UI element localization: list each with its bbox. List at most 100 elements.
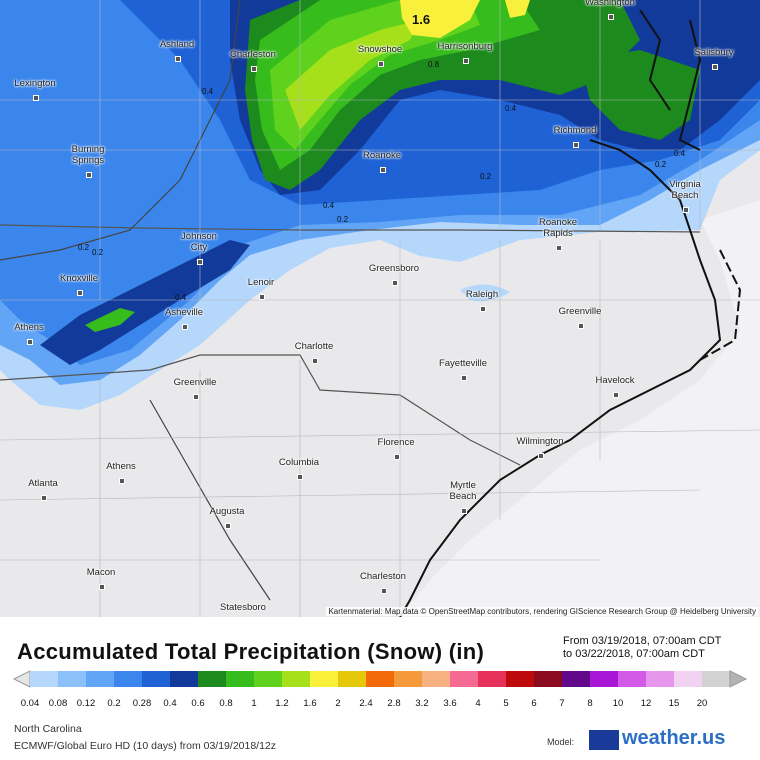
city-marker [41,495,47,501]
city-label: Johnson City [181,231,217,253]
city-marker [99,584,105,590]
city-marker [381,588,387,594]
scale-swatch [422,671,451,687]
city-label: Ashland [159,39,195,50]
city-marker [312,358,318,364]
city-marker [193,394,199,400]
city-label: Knoxville [59,273,99,284]
city-marker [175,56,181,62]
contour-label: 0.4 [674,149,686,158]
city-marker [463,58,469,64]
city-label: Salisbury [694,47,734,58]
city-label: Greensboro [368,263,420,274]
contour-label: 0.4 [323,201,335,210]
precipitation-map: Ashland Charleston Snowshoe Harrisonburg Was… [0,0,760,617]
city-label: Augusta [209,506,245,517]
scale-swatch [254,671,283,687]
scale-tick-label: 6 [531,698,537,709]
model-label: Model: [547,737,575,747]
scale-tick-label: 2.4 [359,698,373,709]
scale-swatch [646,671,675,687]
scale-tick-label: 8 [587,698,593,709]
city-label: Atlanta [28,478,58,489]
contour-label: 0.2 [78,243,90,252]
map-attribution: Kartenmaterial: Map data © OpenStreetMap… [326,607,758,616]
city-label: Greenville [558,306,602,317]
city-label: Athens [106,461,136,472]
contour-label: 0.2 [480,172,492,181]
scale-tick-label: 0.8 [219,698,233,709]
scale-swatch [702,671,731,687]
city-marker [33,95,39,101]
scale-swatch [366,671,395,687]
city-label: Wilmington [516,436,564,447]
city-label: Havelock [595,375,635,386]
date-range: From 03/19/2018, 07:00am CDT to 03/22/20… [563,635,721,661]
city-marker [712,64,718,70]
scale-tick-label: 0.08 [48,698,68,709]
city-label: Raleigh [465,289,499,300]
scale-swatch [282,671,311,687]
scale-tick-label: 0.6 [191,698,205,709]
scale-swatch [58,671,87,687]
city-marker [27,339,33,345]
scale-swatch [506,671,535,687]
city-label: Richmond [553,125,597,136]
city-marker [461,508,467,514]
scale-tick-label: 2 [335,698,341,709]
city-label: Virginia Beach [669,179,701,201]
city-label: Charleston [360,571,406,582]
city-marker [613,392,619,398]
contour-label: 0.4 [175,293,187,302]
city-label: Macon [86,567,116,578]
scale-tick-label: 7 [559,698,565,709]
scale-swatch [450,671,479,687]
scale-tick-label: 15 [668,698,680,709]
contour-label: 0.2 [337,215,349,224]
scale-swatch [478,671,507,687]
scale-tick-label: 5 [503,698,509,709]
city-label: Charlotte [294,341,334,352]
city-marker [394,454,400,460]
city-label: Lenoir [247,277,275,288]
scale-swatch [534,671,563,687]
scale-tick-label: 4 [475,698,481,709]
scale-tick-label: 1 [251,698,257,709]
scale-swatch [674,671,703,687]
city-marker [182,324,188,330]
scale-tick-label: 0.04 [20,698,40,709]
scale-swatch [170,671,199,687]
city-marker [578,323,584,329]
city-label: Columbia [278,457,320,468]
scale-tick-label: 0.4 [163,698,177,709]
city-marker [197,259,203,265]
scale-swatch [226,671,255,687]
scale-tick-label: 0.28 [132,698,152,709]
city-marker [538,453,544,459]
city-label: Lexington [14,78,56,89]
city-marker [608,14,614,20]
date-to: to 03/22/2018, 07:00am CDT [563,648,705,660]
brand-logo: weather.us [622,727,726,749]
scale-arrow-low [12,670,31,688]
city-marker [225,523,231,529]
city-label: Burning Springs [71,144,105,166]
scale-swatch [114,671,143,687]
chart-title: Accumulated Total Precipitation (Snow) (… [17,639,485,664]
city-label: Washington [585,0,635,8]
scale-tick-label: 1.6 [303,698,317,709]
scale-arrow-high [729,670,748,688]
city-label: Athens [14,322,44,333]
scale-tick-label: 0.2 [107,698,121,709]
contour-label: 0.2 [655,160,667,169]
city-label: Florence [377,437,415,448]
date-from: From 03/19/2018, 07:00am CDT [563,635,722,647]
city-marker [461,375,467,381]
city-label: Fayetteville [438,358,488,369]
scale-tick-label: 10 [612,698,624,709]
model-description: ECMWF/Global Euro HD (10 days) from 03/1… [14,740,277,752]
scale-swatch [562,671,591,687]
region-name: North Carolina [14,723,82,735]
contour-label: 0.8 [428,60,440,69]
legend-footer: Accumulated Total Precipitation (Snow) (… [0,617,760,760]
